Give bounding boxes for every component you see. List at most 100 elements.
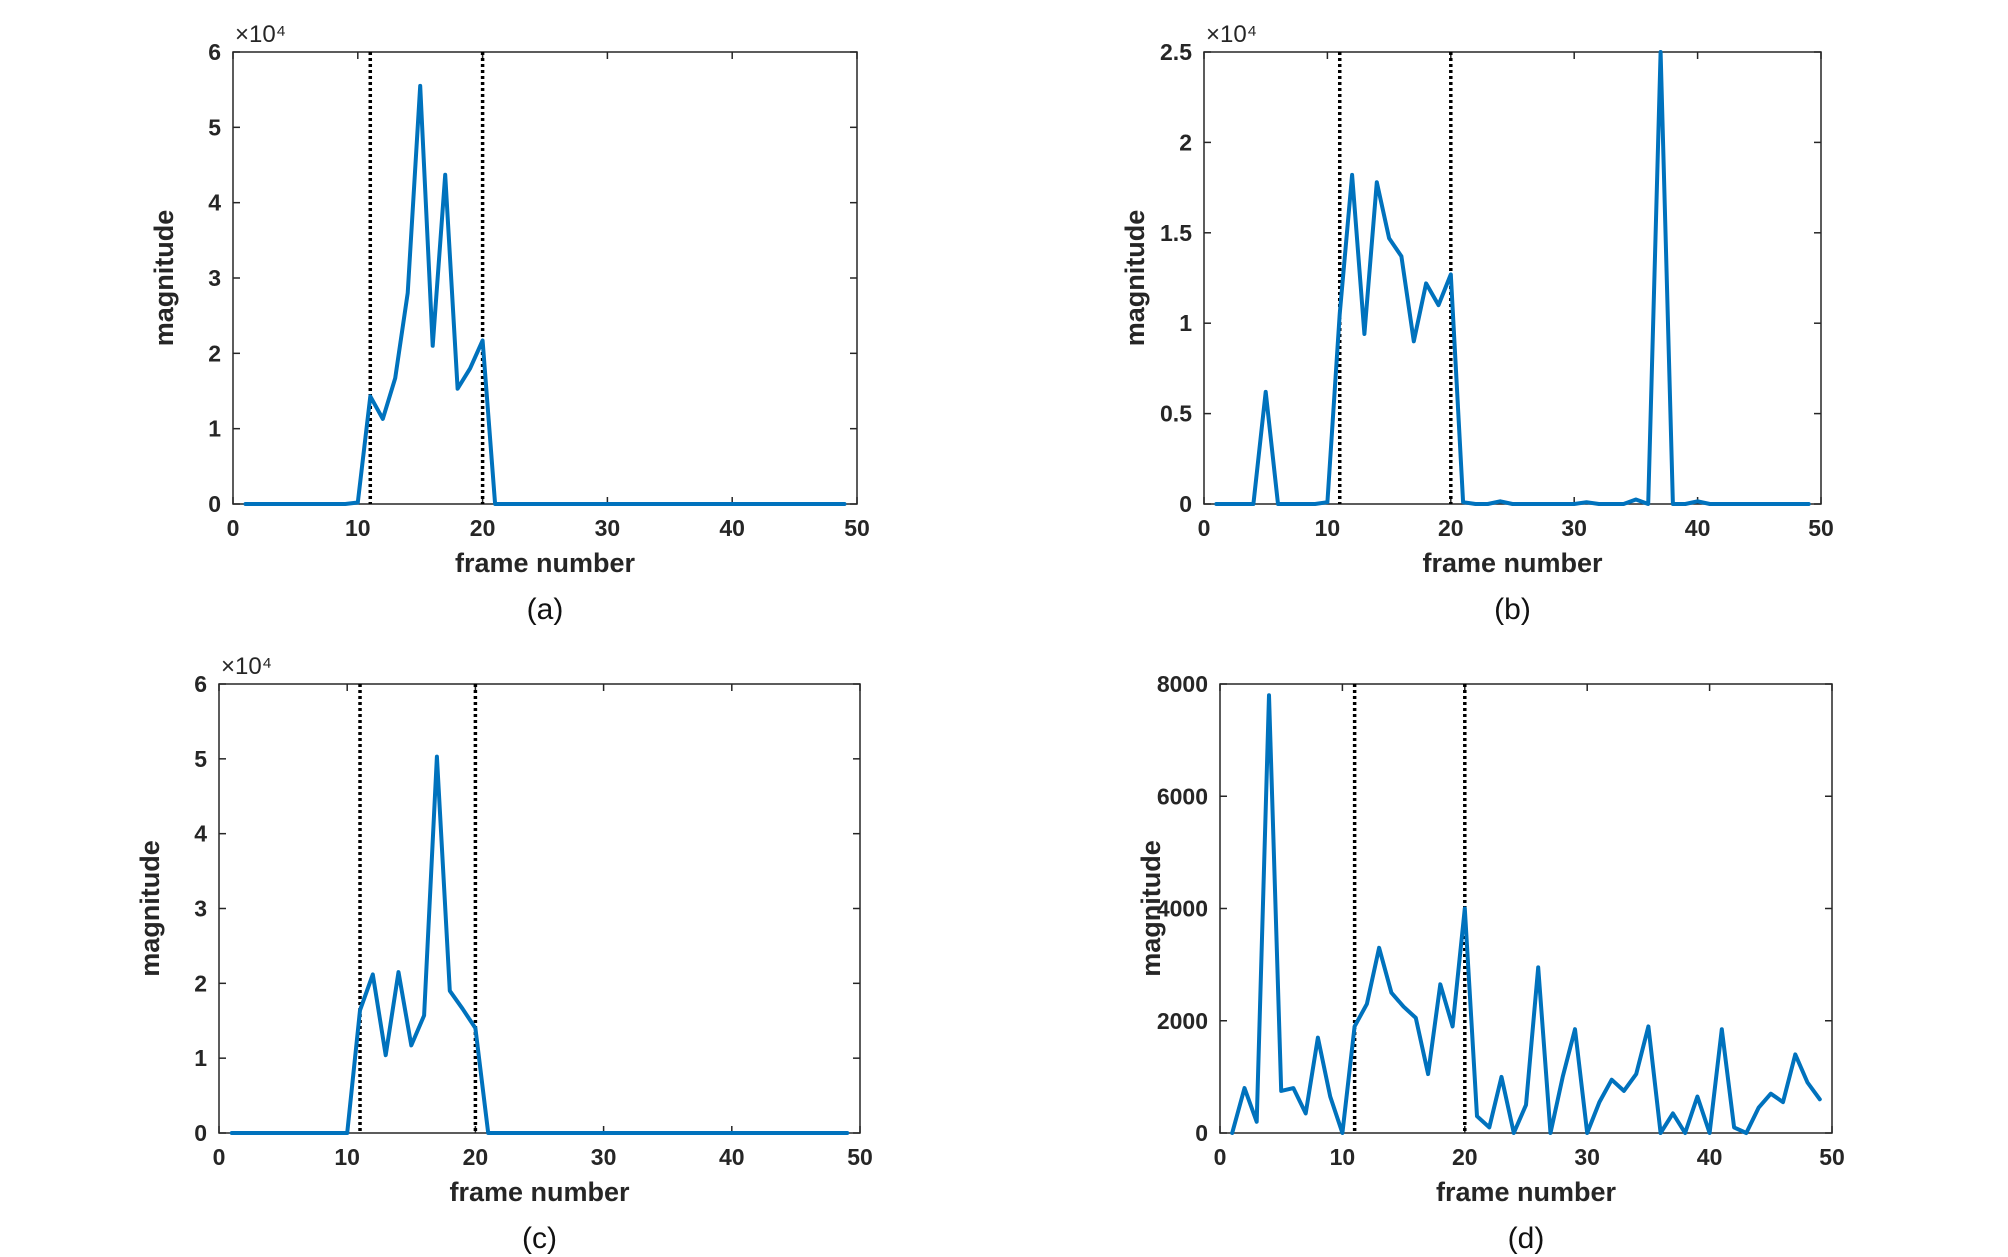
data-point [568, 502, 573, 507]
data-point [1254, 1119, 1259, 1124]
y-tick-label: 0.5 [1160, 401, 1192, 427]
data-point [358, 1008, 363, 1013]
data-point [1328, 1094, 1333, 1099]
x-tick-label: 20 [463, 1144, 489, 1170]
chart-b: 0 10 20 30 40 50 0 0.5 1 1.5 2 2.5 ×10⁴ frame number m… [1120, 21, 1834, 626]
data-point [655, 502, 660, 507]
data-point [409, 1043, 414, 1048]
data-point [768, 1131, 773, 1136]
x-tick-label: 0 [1198, 515, 1211, 541]
subfigure-caption: (b) [1494, 593, 1531, 626]
data-point [1401, 1004, 1406, 1009]
data-point [1230, 1131, 1235, 1136]
x-tick-label: 0 [1214, 1144, 1227, 1170]
x-tick-label: 50 [1808, 515, 1834, 541]
data-point [842, 502, 847, 507]
y-exponent-label: ×10⁴ [235, 21, 286, 48]
data-point [332, 1131, 337, 1136]
data-point [1337, 312, 1342, 317]
data-point [1597, 1100, 1602, 1105]
data-point [505, 502, 510, 507]
x-tick-label: 50 [847, 1144, 873, 1170]
data-point [704, 1131, 709, 1136]
data-point [1450, 1024, 1455, 1029]
y-tick-label: 6 [208, 39, 221, 65]
x-tick-label: 30 [595, 515, 621, 541]
data-point [1585, 1131, 1590, 1136]
data-point [1547, 502, 1552, 507]
y-tick-label: 3 [194, 896, 207, 922]
data-point [383, 1053, 388, 1058]
data-point [368, 394, 373, 399]
y-tick-label: 1 [1179, 310, 1192, 336]
data-point [1806, 502, 1811, 507]
series-line [1214, 50, 1811, 506]
x-tick-label: 20 [470, 515, 496, 541]
data-point [1510, 502, 1515, 507]
data-point [1744, 1131, 1749, 1136]
x-tick-label: 30 [591, 1144, 617, 1170]
y-tick-label: 0 [1195, 1120, 1208, 1146]
data-point [524, 1131, 529, 1136]
data-point [473, 1026, 478, 1031]
data-point [640, 1131, 645, 1136]
y-tick-label: 1 [208, 416, 221, 442]
data-point [617, 502, 622, 507]
data-point [370, 972, 375, 977]
data-point [293, 502, 298, 507]
x-axis-label: frame number [1436, 1177, 1617, 1207]
data-point [592, 502, 597, 507]
y-tick-label: 6 [194, 671, 207, 697]
data-point [1413, 1015, 1418, 1020]
data-point [576, 1131, 581, 1136]
data-point [1757, 502, 1762, 507]
x-tick-label: 30 [1574, 1144, 1600, 1170]
data-point [293, 1131, 298, 1136]
data-point [468, 366, 473, 371]
data-point [1279, 1088, 1284, 1093]
y-tick-label: 0 [208, 491, 221, 517]
data-point [1584, 500, 1589, 505]
data-point [434, 754, 439, 759]
data-point [1621, 1088, 1626, 1093]
data-point [817, 502, 822, 507]
data-point [1634, 1072, 1639, 1077]
data-point [1794, 502, 1799, 507]
subfigure-caption: (d) [1508, 1222, 1545, 1255]
data-point [667, 502, 672, 507]
data-point [605, 502, 610, 507]
data-point [730, 502, 735, 507]
data-point [1573, 1027, 1578, 1032]
data-point [1315, 1035, 1320, 1040]
data-point [530, 502, 535, 507]
data-point [729, 1131, 734, 1136]
data-point [642, 502, 647, 507]
y-tick-label: 4 [208, 190, 221, 216]
data-point [1782, 502, 1787, 507]
data-point [1719, 1027, 1724, 1032]
x-axis-label: frame number [449, 1177, 630, 1207]
data-point [1769, 502, 1774, 507]
data-point [305, 502, 310, 507]
subfigure-caption: (c) [522, 1222, 557, 1255]
x-tick-label: 50 [1819, 1144, 1845, 1170]
data-point [1745, 502, 1750, 507]
data-point [1707, 502, 1712, 507]
data-point [1683, 502, 1688, 507]
y-axis-label: magnitude [149, 210, 179, 347]
data-point [460, 1006, 465, 1011]
data-point [614, 1131, 619, 1136]
data-point [306, 1131, 311, 1136]
data-point [1242, 1086, 1247, 1091]
y-exponent-label: ×10⁴ [221, 653, 272, 680]
data-point [742, 502, 747, 507]
data-point [343, 502, 348, 507]
data-point [355, 500, 360, 505]
data-point [1609, 1077, 1614, 1082]
data-point [256, 502, 261, 507]
data-point [555, 502, 560, 507]
plot-frame [218, 683, 861, 1134]
data-point [1768, 1091, 1773, 1096]
data-point [550, 1131, 555, 1136]
data-point [742, 1131, 747, 1136]
